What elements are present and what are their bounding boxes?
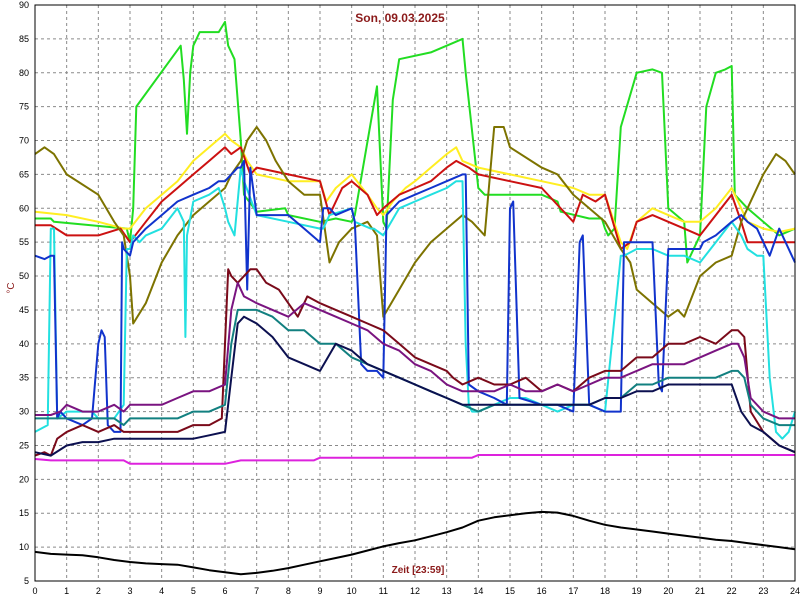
y-tick-label: 20: [19, 474, 29, 484]
x-tick-label: 19: [632, 586, 642, 596]
y-tick-label: 10: [19, 542, 29, 552]
x-tick-label: 8: [286, 586, 291, 596]
y-tick-label: 5: [24, 576, 29, 586]
y-tick-label: 90: [19, 0, 29, 10]
x-tick-label: 22: [727, 586, 737, 596]
x-tick-label: 4: [159, 586, 164, 596]
series-line-darkred: [34, 268, 796, 457]
series-line-blue: [34, 159, 796, 433]
x-tick-label: 23: [758, 586, 768, 596]
series-line-yellow: [34, 132, 796, 250]
y-tick-label: 70: [19, 136, 29, 146]
series-line-magenta: [34, 454, 795, 465]
y-tick-label: 15: [19, 508, 29, 518]
x-tick-label: 2: [96, 586, 101, 596]
x-tick-label: 20: [663, 586, 673, 596]
x-tick-label: 24: [790, 586, 800, 596]
x-axis-label: Zeit [23:59]: [392, 565, 445, 576]
series-line-black: [34, 510, 796, 576]
x-tick-label: 14: [473, 586, 483, 596]
y-tick-label: 30: [19, 407, 29, 417]
x-tick-label: 10: [347, 586, 357, 596]
x-tick-label: 13: [442, 586, 452, 596]
y-tick-label: 35: [19, 373, 29, 383]
y-tick-label: 60: [19, 203, 29, 213]
x-tick-label: 15: [505, 586, 515, 596]
y-tick-label: 45: [19, 305, 29, 315]
y-tick-label: 65: [19, 169, 29, 179]
y-tick-label: 55: [19, 237, 29, 247]
x-tick-label: 3: [127, 586, 132, 596]
x-tick-label: 9: [317, 586, 322, 596]
x-tick-label: 12: [410, 586, 420, 596]
chart-title: Son, 09.03.2025: [355, 11, 445, 25]
x-tick-label: 18: [600, 586, 610, 596]
plot-frame: [34, 4, 796, 582]
y-tick-label: 40: [19, 339, 29, 349]
y-axis-label: °C: [6, 282, 17, 293]
series-line-navy: [34, 315, 796, 457]
y-tick-label: 80: [19, 68, 29, 78]
x-tick-label: 5: [191, 586, 196, 596]
x-tick-label: 7: [254, 586, 259, 596]
series-line-cyan: [34, 166, 796, 440]
series-line-olive: [34, 126, 796, 325]
y-tick-label: 50: [19, 271, 29, 281]
y-tick-label: 75: [19, 102, 29, 112]
series-lines: [34, 20, 796, 576]
x-tick-label: 16: [537, 586, 547, 596]
x-tick-labels: 0 1 2 3 4 5 6 7 8 9 10 11 12 13 14 15 16 17 18 19 20 21 22 23 24: [32, 586, 800, 596]
y-tick-label: 85: [19, 34, 29, 44]
x-tick-label: 21: [695, 586, 705, 596]
series-line-purple: [35, 281, 795, 420]
x-tick-label: 17: [568, 586, 578, 596]
y-tick-label: 25: [19, 440, 29, 450]
x-tick-label: 0: [32, 586, 37, 596]
y-tick-labels: 5 10 15 20 25 30 35 40 45 50 55 60 65 70 75 80 85 90: [19, 0, 29, 586]
x-tick-label: 11: [379, 586, 388, 596]
x-tick-label: 6: [222, 586, 227, 596]
x-tick-label: 1: [64, 586, 69, 596]
series-line-red: [35, 146, 795, 250]
